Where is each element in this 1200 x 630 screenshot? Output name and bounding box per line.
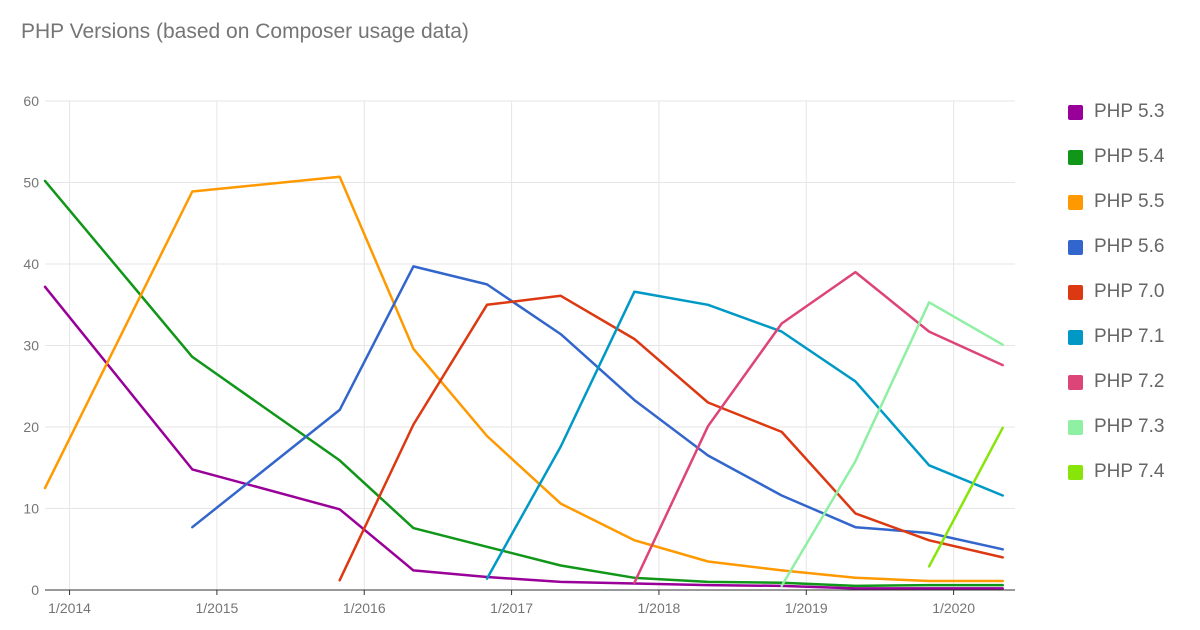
series-line-php-7-0 (338, 294, 1004, 582)
legend-item-php-7-4: PHP 7.4 (1068, 460, 1164, 484)
legend-swatch (1068, 194, 1083, 210)
series-lines (43, 175, 1004, 590)
legend-label: PHP 7.0 (1094, 281, 1165, 302)
series-line-php-5-6 (191, 265, 1004, 551)
legend-label: PHP 7.1 (1094, 326, 1165, 347)
legend-item-php-7-2: PHP 7.2 (1068, 370, 1164, 394)
gridlines (45, 100, 1015, 590)
legend-label: PHP 5.3 (1094, 101, 1165, 122)
y-tick-label: 40 (23, 256, 39, 272)
y-tick-label: 60 (23, 93, 39, 109)
y-tick-label: 20 (23, 419, 39, 435)
legend-label: PHP 5.6 (1094, 236, 1165, 257)
x-tick-label: 1/2020 (932, 600, 975, 616)
series-line-php-5-4 (43, 179, 1004, 588)
legend-item-php-7-3: PHP 7.3 (1068, 415, 1164, 439)
series-line-php-5-5 (43, 175, 1004, 583)
y-tick-label: 0 (31, 582, 39, 598)
legend-swatch (1068, 329, 1083, 345)
series-line-php-5-3 (43, 285, 1004, 590)
legend-swatch (1068, 284, 1083, 300)
legend-item-php-7-1: PHP 7.1 (1068, 325, 1164, 349)
legend-swatch (1068, 149, 1083, 165)
legend-swatch (1068, 104, 1083, 120)
series-line-php-7-1 (485, 290, 1004, 580)
y-tick-label: 30 (23, 338, 39, 354)
legend-label: PHP 7.3 (1094, 416, 1165, 437)
x-tick-label: 1/2017 (490, 600, 533, 616)
legend-swatch (1068, 374, 1083, 390)
axes: 0 10 20 30 40 50 60 1/2014 1/2015 1/2016 1/2017 1/2… (23, 93, 1015, 616)
x-tick-label: 1/2018 (638, 600, 681, 616)
legend-item-php-5-5: PHP 5.5 (1068, 190, 1164, 214)
legend-label: PHP 7.2 (1094, 371, 1165, 392)
series-line-php-7-3 (780, 301, 1004, 588)
chart-title: PHP Versions (based on Composer usage da… (21, 20, 469, 43)
legend-label: PHP 7.4 (1094, 461, 1165, 482)
y-tick-label: 50 (23, 175, 39, 191)
legend-item-php-7-0: PHP 7.0 (1068, 280, 1164, 304)
x-tick-label: 1/2014 (48, 600, 91, 616)
legend-swatch (1068, 419, 1083, 435)
x-tick-label: 1/2015 (195, 600, 238, 616)
legend-item-php-5-6: PHP 5.6 (1068, 235, 1164, 259)
legend-swatch (1068, 239, 1083, 255)
series-line-php-7-4 (927, 426, 1004, 568)
legend-label: PHP 5.4 (1094, 146, 1165, 167)
legend-swatch (1068, 464, 1083, 480)
series-line-php-7-2 (633, 270, 1004, 584)
legend-item-php-5-4: PHP 5.4 (1068, 145, 1164, 169)
legend-item-php-5-3: PHP 5.3 (1068, 100, 1164, 124)
y-tick-label: 10 (23, 501, 39, 517)
x-tick-label: 1/2019 (785, 600, 828, 616)
x-tick-label: 1/2016 (343, 600, 386, 616)
legend-label: PHP 5.5 (1094, 191, 1165, 212)
